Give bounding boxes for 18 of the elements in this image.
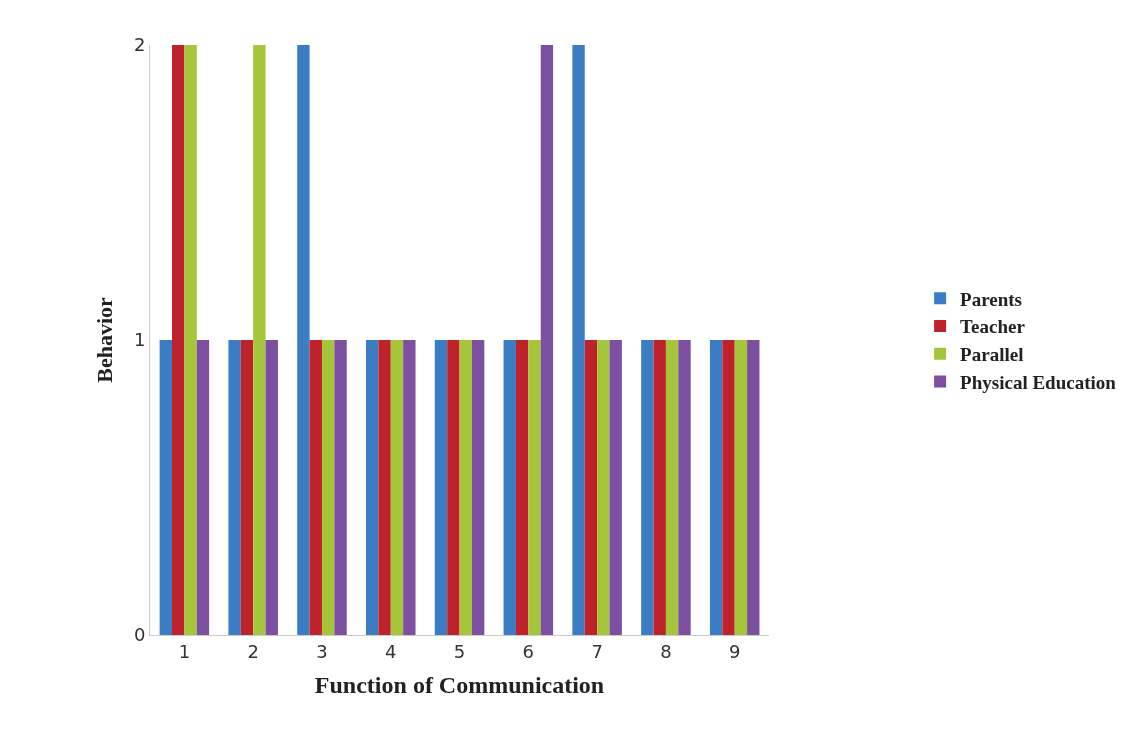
x-tick-label: 4 [385,640,397,662]
x-tick-label: 6 [522,640,535,662]
x-tick-label: 1 [178,640,191,662]
x-axis-title: Function of Communication [314,671,605,698]
x-tick-label: 2 [247,640,259,662]
y-tick-label: 0 [133,624,146,646]
y-tick-label: 2 [133,34,146,56]
x-tick-label: 7 [591,640,603,662]
legend-label: Parents [960,288,1023,310]
legend-label: Teacher [960,316,1026,338]
x-tick-label: 9 [728,640,741,662]
x-tick-label: 5 [453,640,466,662]
x-tick-label: 8 [660,640,672,662]
legend-label: Physical Education [960,371,1117,393]
y-axis-title: Behavior [91,297,117,383]
x-tick-label: 3 [316,640,328,662]
legend-label: Parallel [960,344,1024,366]
y-tick-label: 1 [133,329,146,351]
